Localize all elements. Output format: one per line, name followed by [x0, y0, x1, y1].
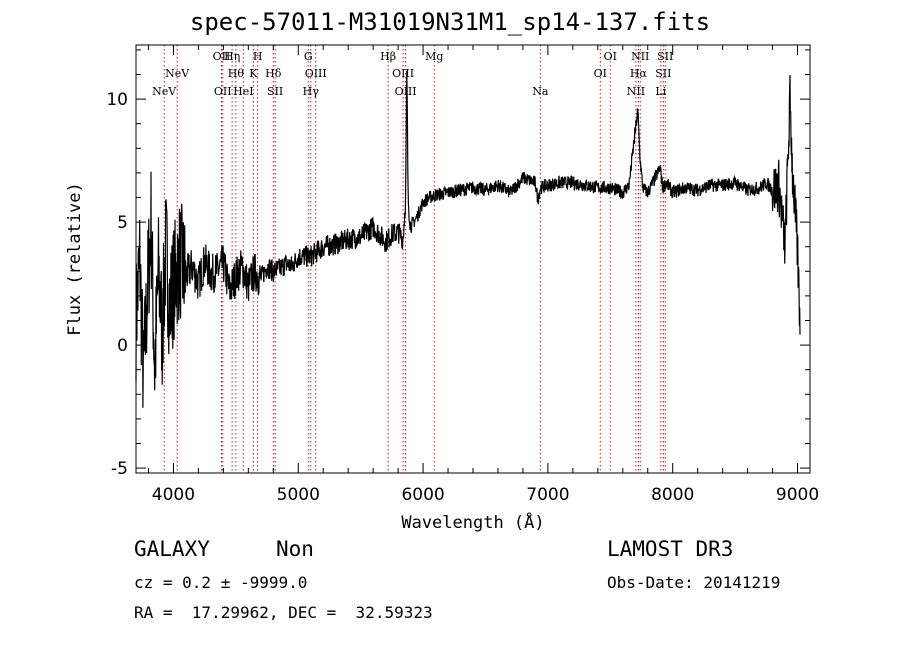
chart-title: spec-57011-M31019N31M1_sp14-137.fits — [189, 8, 711, 36]
line-label: OII — [214, 85, 232, 98]
line-label: SII — [657, 50, 673, 63]
x-tick-label: 5000 — [277, 485, 320, 505]
line-label: OIII — [392, 67, 414, 80]
line-label: Hδ — [265, 67, 282, 80]
line-label: Hγ — [303, 85, 320, 98]
x-tick-label: 6000 — [401, 485, 444, 505]
line-label: Hη — [224, 50, 240, 63]
spectrum-series — [135, 70, 801, 408]
y-tick-label: 10 — [106, 90, 128, 110]
line-label: H — [253, 50, 263, 63]
object-class: GALAXY — [134, 537, 210, 561]
redshift-info: cz = 0.2 ± -9999.0 — [134, 573, 308, 592]
line-label: Mg — [425, 50, 443, 63]
line-label: SII — [267, 85, 283, 98]
obs-date: Obs-Date: 20141219 — [607, 573, 781, 592]
line-label: OI — [594, 67, 607, 80]
ra-dec: RA = 17.29962, DEC = 32.59323 — [134, 603, 433, 622]
line-label: Hβ — [380, 50, 396, 63]
line-labels: NeVNeVOIIOIIHηHθHeIKHHδSIIGHγOIIIHβOIIIO… — [152, 50, 673, 98]
line-label: HeI — [233, 85, 253, 98]
survey-name: LAMOST DR3 — [607, 537, 734, 561]
y-tick-label: 0 — [117, 336, 128, 356]
line-label: OII — [213, 50, 231, 63]
line-label: Hα — [630, 67, 648, 80]
line-label: NeV — [165, 67, 190, 80]
object-subclass: Non — [276, 537, 314, 561]
line-label: OIII — [395, 85, 417, 98]
axis-ticks: 4000 5000 6000 7000 8000 9000 -5 0 5 10 — [106, 45, 819, 505]
y-tick-label: 5 — [117, 213, 128, 233]
line-label: SII — [655, 67, 671, 80]
x-tick-label: 9000 — [776, 485, 819, 505]
line-label: OIII — [305, 67, 327, 80]
x-tick-label: 7000 — [526, 485, 569, 505]
line-label: Na — [532, 85, 549, 98]
x-axis-label: Wavelength (Å) — [401, 511, 544, 533]
line-label: NII — [627, 85, 645, 98]
line-label: Hθ — [228, 67, 245, 80]
line-label: NII — [631, 50, 649, 63]
x-tick-label: 8000 — [651, 485, 694, 505]
line-label: NeV — [152, 85, 177, 98]
line-label: G — [304, 50, 313, 63]
line-label: OI — [604, 50, 617, 63]
y-tick-label: -5 — [111, 459, 128, 479]
line-label: K — [249, 67, 258, 80]
line-label: Li — [655, 85, 666, 98]
emission-line-markers — [163, 45, 666, 473]
spectrum-chart: 4000 5000 6000 7000 8000 9000 -5 0 5 10 NeV NeV OII… — [65, 44, 819, 533]
y-axis-label: Flux (relative) — [65, 182, 85, 336]
x-tick-label: 4000 — [152, 485, 195, 505]
